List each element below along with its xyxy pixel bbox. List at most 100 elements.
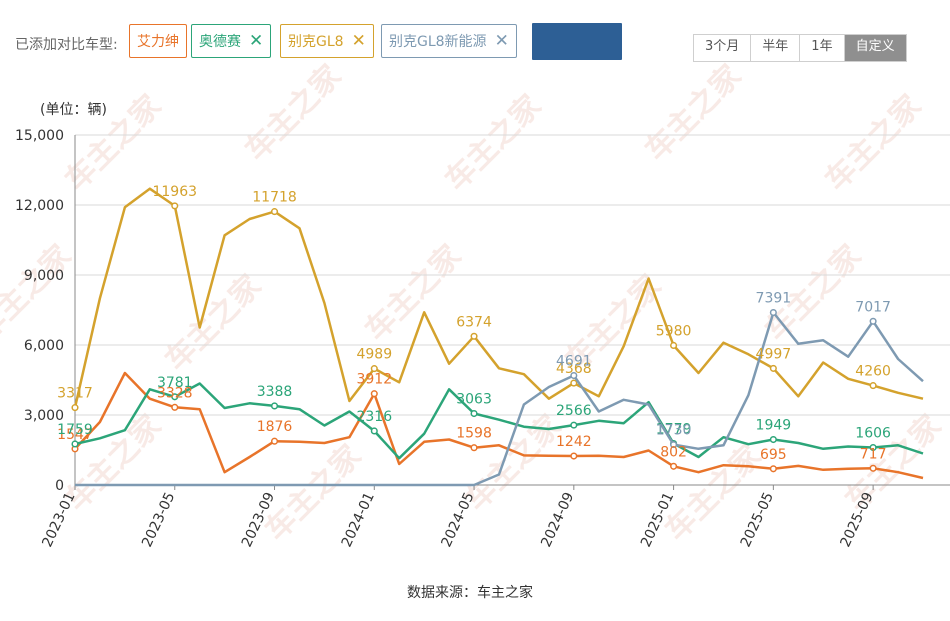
y-tick-label: 3,000 [24, 408, 64, 424]
grid-lines [75, 134, 950, 486]
watermark: 车主之家 [638, 58, 748, 168]
data-point [769, 465, 777, 473]
chip-model-3[interactable]: 别克GL8 ✕ [280, 24, 374, 58]
data-label: 5980 [656, 323, 692, 339]
watermark: 车主之家 [238, 58, 348, 168]
range-half-year[interactable]: 半年 [751, 35, 801, 61]
data-label: 2316 [356, 409, 392, 425]
data-label: 802 [660, 444, 687, 460]
data-label: 4368 [556, 361, 592, 377]
x-axis: 2023-01 2023-05 2023-09 2024-01 2024-05 2024-… [39, 485, 877, 550]
data-label: 3317 [57, 386, 93, 402]
data-label: 7017 [855, 299, 891, 315]
data-point [570, 452, 578, 460]
chip-model-2[interactable]: 奥德赛 ✕ [191, 24, 272, 58]
data-label: 3781 [157, 375, 193, 391]
data-label: 1242 [556, 434, 592, 450]
data-label: 1598 [456, 426, 492, 442]
data-point [769, 435, 777, 444]
x-tick-label: 2023-05 [139, 490, 178, 550]
data-point [670, 341, 678, 350]
data-point [869, 317, 877, 325]
data-point [370, 365, 378, 373]
data-label: 4691 [556, 354, 592, 370]
data-point [270, 208, 279, 216]
data-point [869, 443, 877, 452]
x-tick-label: 2025-05 [738, 490, 777, 550]
data-label: 1779 [656, 421, 692, 437]
data-label: 1547 [57, 427, 93, 443]
data-label: 717 [860, 446, 887, 462]
data-label: 3912 [356, 372, 392, 388]
range-1-year[interactable]: 1年 [800, 35, 845, 61]
data-label: 4997 [756, 346, 792, 362]
chip-label: 别克GL8 [288, 34, 344, 50]
watermark: 车主之家 [358, 238, 468, 348]
y-tick-label: 15,000 [15, 128, 64, 144]
data-label: 6374 [456, 314, 492, 330]
data-label: 1876 [257, 419, 293, 435]
add-model-button[interactable] [532, 23, 622, 60]
unit-label: (单位：辆) [40, 102, 107, 118]
data-label: 3388 [257, 384, 293, 400]
data-point [470, 332, 478, 340]
series-line [75, 311, 924, 487]
y-axis: 0 3,000 6,000 9,000 12,000 15,000 [15, 128, 76, 494]
y-tick-label: 9,000 [24, 268, 64, 284]
chip-model-4[interactable]: 别克GL8新能源 ✕ [381, 24, 517, 58]
data-labels: 1547 3328 1876 3912 1598 1242 802 695 717 1759 378… [57, 184, 891, 463]
data-label: 4989 [356, 347, 392, 363]
close-icon[interactable]: ✕ [494, 30, 509, 51]
data-label: 4260 [855, 364, 891, 380]
compare-bar: 已添加对比车型: 艾力绅 奥德赛 ✕ 别克GL8 ✕ 别克GL8新能源 ✕ 3个… [0, 0, 950, 70]
data-point [71, 440, 79, 448]
watermark: 车主之家 [438, 88, 548, 198]
series-1 [71, 371, 924, 480]
series-line [73, 187, 924, 408]
data-label: 1730 [656, 423, 692, 439]
watermark: 车主之家 [0, 238, 78, 348]
data-label: 11963 [152, 184, 197, 200]
data-point [670, 462, 678, 470]
range-custom[interactable]: 自定义 [844, 35, 906, 61]
close-icon[interactable]: ✕ [249, 30, 264, 51]
data-label: 11718 [252, 190, 297, 206]
x-tick-label: 2023-01 [39, 490, 78, 550]
chip-label: 别克GL8新能源 [389, 34, 487, 50]
x-tick-label: 2024-01 [339, 490, 378, 550]
series-4 [75, 308, 924, 487]
close-icon[interactable]: ✕ [351, 30, 366, 51]
series-layer [71, 187, 924, 487]
data-point [769, 308, 777, 317]
chip-model-1[interactable]: 艾力绅 [129, 24, 187, 58]
data-point [171, 202, 179, 210]
data-point [570, 421, 578, 429]
data-point [769, 364, 777, 372]
y-tick-label: 6,000 [24, 338, 64, 354]
range-3-months[interactable]: 3个月 [694, 35, 752, 61]
data-point [670, 441, 678, 449]
watermark: 车主之家 [158, 268, 268, 378]
data-point [869, 382, 877, 390]
data-label: 1949 [756, 418, 792, 434]
y-tick-label: 0 [55, 478, 64, 494]
data-label: 1759 [57, 422, 93, 438]
data-point [470, 444, 478, 452]
compare-prefix-label: 已添加对比车型: [15, 37, 118, 53]
data-label: 3063 [456, 392, 492, 408]
chip-label: 奥德赛 [199, 34, 241, 50]
data-point [71, 404, 79, 412]
data-point [270, 437, 279, 445]
data-point [570, 371, 578, 380]
data-label: 1606 [855, 426, 891, 442]
source-note: 数据来源：车主之家 [407, 584, 533, 601]
series-line [74, 382, 924, 460]
data-label: 2566 [556, 403, 592, 419]
data-point [370, 427, 378, 435]
x-tick-label: 2024-05 [438, 490, 477, 550]
data-point [470, 409, 478, 418]
series-line [74, 371, 924, 480]
range-selector: 3个月 半年 1年 自定义 [693, 34, 907, 62]
